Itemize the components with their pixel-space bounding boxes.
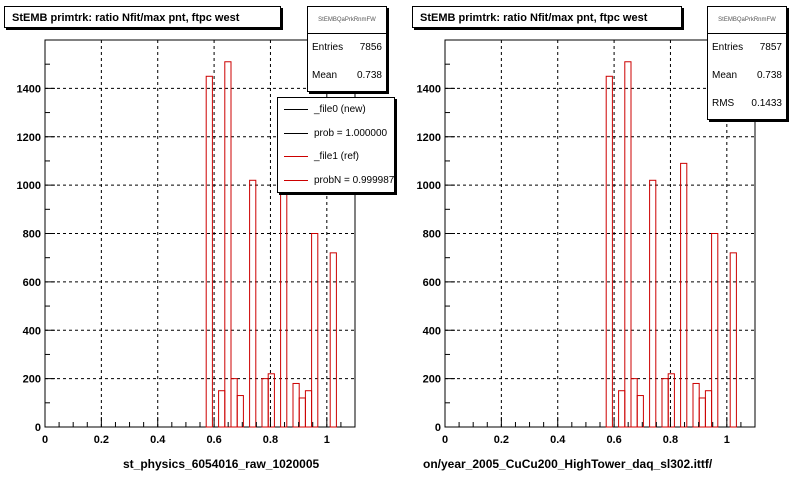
histogram-bin [618, 390, 626, 428]
legend-swatch-ref [284, 156, 308, 157]
histogram-bin [698, 397, 706, 428]
y-tick-label: 800 [23, 229, 41, 241]
x-tick-label: 0.2 [94, 434, 109, 446]
legend-label: probN = 0.999987 [314, 174, 395, 186]
histogram-bin [680, 162, 688, 428]
right-stats-name: StEMBQaPrkRnmFW [708, 7, 786, 34]
y-tick-label: 400 [423, 325, 441, 337]
histogram-bin [230, 378, 238, 428]
stats-value: 7856 [359, 42, 382, 53]
histogram-bin [298, 397, 306, 428]
right-stats-entries-row: Entries 7857 [708, 34, 786, 62]
y-tick-label: 400 [23, 325, 41, 337]
stats-key: Mean [312, 70, 338, 81]
legend-swatch-prob [284, 132, 308, 134]
histogram-bin [649, 179, 657, 428]
histogram-bin [605, 75, 613, 428]
histogram-bin [630, 378, 638, 428]
right-x-axis-title: on/year_2005_CuCu200_HighTower_daq_sl302… [423, 457, 713, 471]
y-tick-label: 1000 [17, 180, 41, 192]
right-stats-box: StEMBQaPrkRnmFW Entries 7857 Mean 0.738 … [707, 6, 787, 120]
stats-key: Mean [712, 70, 738, 81]
legend-entry: _file0 (new) [278, 98, 394, 122]
histogram-bin [292, 382, 300, 428]
histogram-bin [236, 395, 244, 428]
legend-entry: probN = 0.999987 [278, 169, 394, 193]
x-tick-label: 0.8 [263, 434, 278, 446]
left-histogram-chart: 0 0.2 0.4 0.6 0.8 1 0 200 400 600 800 1000 1200 1400 [17, 39, 356, 446]
histogram-bin [218, 390, 226, 428]
x-tick-label: 0.4 [550, 434, 566, 446]
histogram-bin [261, 378, 269, 428]
stats-key: RMS [712, 98, 735, 109]
y-tick-label: 200 [23, 374, 41, 386]
right-chart-title: StEMB primtrk: ratio Nfit/max pnt, ftpc … [412, 6, 682, 28]
right-stats-mean-row: Mean 0.738 [708, 62, 786, 90]
legend-label: _file1 (ref) [314, 151, 360, 162]
y-tick-label: 0 [35, 422, 41, 434]
histogram-bin [311, 233, 319, 428]
left-stats-mean-row: Mean 0.738 [308, 62, 386, 90]
histogram-bin [624, 61, 632, 428]
y-tick-label: 1200 [17, 132, 41, 144]
legend-label: prob = 1.000000 [314, 127, 388, 139]
legend-entry: prob = 1.000000 [278, 122, 394, 146]
legend-swatch-new [284, 109, 308, 110]
histogram-bin [267, 373, 275, 428]
left-x-axis-title: st_physics_6054016_raw_1020005 [123, 457, 320, 471]
histogram-bin [711, 233, 719, 428]
x-tick-label: 0.6 [606, 434, 621, 446]
legend-swatch-probn [284, 179, 308, 181]
x-tick-label: 0 [442, 434, 448, 446]
stats-value: 7857 [759, 42, 782, 53]
histogram-bin [329, 252, 337, 428]
y-tick-label: 600 [423, 277, 441, 289]
right-histogram-chart: 0 0.2 0.4 0.6 0.8 1 0 200 400 600 800 1000 1200 1400 [417, 39, 756, 446]
x-tick-label: 0.8 [663, 434, 678, 446]
y-tick-label: 600 [23, 277, 41, 289]
y-tick-label: 0 [435, 422, 441, 434]
histogram-bin [692, 382, 700, 428]
histogram-bin [249, 179, 257, 428]
left-chart-title: StEMB primtrk: ratio Nfit/max pnt, ftpc … [4, 6, 281, 28]
x-tick-label: 0.4 [150, 434, 166, 446]
y-tick-label: 1200 [417, 132, 441, 144]
histogram-bin [280, 162, 288, 428]
y-tick-label: 1000 [417, 180, 441, 192]
histogram-bin [304, 390, 313, 428]
x-tick-label: 0.2 [494, 434, 509, 446]
y-tick-label: 1400 [17, 83, 41, 95]
y-tick-label: 800 [423, 229, 441, 241]
left-stats-entries-row: Entries 7856 [308, 34, 386, 62]
histogram-bin [661, 378, 669, 428]
stats-value: 0.1433 [751, 98, 782, 109]
legend-entry: _file1 (ref) [278, 145, 394, 169]
right-histogram-pad: 0 0.2 0.4 0.6 0.8 1 0 200 400 600 800 1000 1200 1400 … [400, 0, 800, 480]
stats-value: 0.738 [756, 70, 782, 81]
histogram-bin [205, 75, 213, 428]
histogram-bin [224, 61, 232, 428]
left-stats-name: StEMBQaPrkRnmFW [308, 7, 386, 34]
histogram-bin [704, 390, 713, 428]
stats-key: Entries [712, 42, 744, 53]
left-histogram-pad: 0 0.2 0.4 0.6 0.8 1 0 200 400 600 800 1000 1200 1400 … [4, 6, 395, 471]
histogram-bin [636, 395, 644, 428]
histogram-bin [667, 373, 675, 428]
left-stats-box: StEMBQaPrkRnmFW Entries 7856 Mean 0.738 [307, 6, 387, 92]
stats-value: 0.738 [356, 70, 382, 81]
y-tick-label: 200 [423, 374, 441, 386]
legend-label: _file0 (new) [314, 104, 366, 115]
right-stats-rms-row: RMS 0.1433 [708, 90, 786, 118]
stats-key: Entries [312, 42, 344, 53]
x-tick-label: 1 [324, 434, 330, 446]
x-tick-label: 0 [42, 434, 48, 446]
histogram-bin [729, 252, 737, 428]
x-tick-label: 1 [724, 434, 730, 446]
left-legend: _file0 (new) prob = 1.000000 _file1 (ref… [277, 97, 395, 193]
x-tick-label: 0.6 [206, 434, 221, 446]
y-tick-label: 1400 [417, 83, 441, 95]
